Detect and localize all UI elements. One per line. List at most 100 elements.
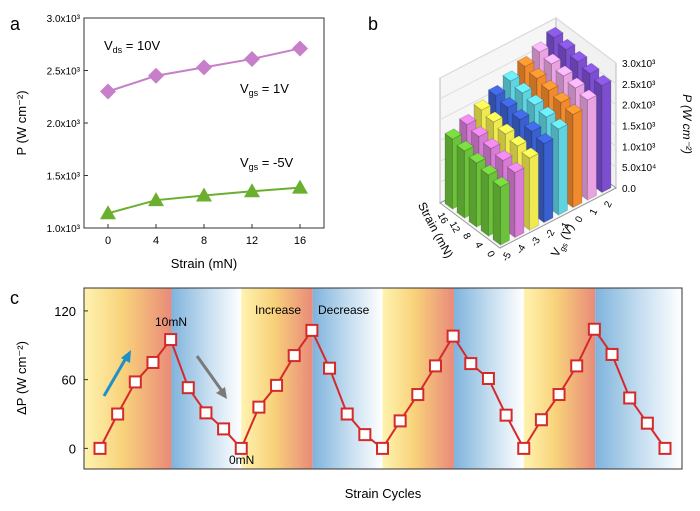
panel-letter-b: b <box>368 14 378 34</box>
strain-tick-label: 8 <box>460 231 473 241</box>
bar-top <box>468 152 487 164</box>
bar-top <box>509 135 528 147</box>
y-tick-label-a: 1.5x10³ <box>47 172 81 183</box>
bar-face-right <box>557 123 568 216</box>
diamond-marker <box>196 59 212 76</box>
bar-top <box>502 70 521 82</box>
square-marker <box>340 407 354 421</box>
y-axis-label-a: P (W cm⁻²) <box>14 90 29 155</box>
triangle-marker <box>148 192 164 207</box>
vds-annotation: Vds = 10V <box>104 38 160 55</box>
y-tick-label-a: 2.5x10³ <box>47 67 81 78</box>
bar-top <box>538 106 557 118</box>
bar-face-right <box>528 152 539 231</box>
strain-tick-label: 0 <box>484 249 497 259</box>
bar-top <box>480 164 499 176</box>
y-tick-label-a: 2.0x10³ <box>47 119 81 130</box>
square-marker <box>658 441 672 455</box>
zero-annotation: 0mN <box>229 453 254 467</box>
z-tick-label: 2.0x10³ <box>622 101 656 112</box>
square-marker <box>464 357 478 371</box>
vgs-tick-label: -5 <box>500 250 514 263</box>
square-marker <box>252 400 266 414</box>
panel-letter-c: c <box>10 288 19 308</box>
bar-top <box>528 67 547 80</box>
x-tick-label-a: 8 <box>201 235 207 247</box>
x-tick-label-a: 4 <box>153 235 159 247</box>
z-tick-label: 5.0x10⁴ <box>622 163 656 174</box>
bar-top <box>569 50 588 63</box>
bar-top <box>487 84 506 97</box>
vgs-minus5v-annotation: Vgs = -5V <box>240 155 294 172</box>
z-tick-label: 2.5x10³ <box>622 80 656 91</box>
bar-top <box>557 38 576 51</box>
square-marker <box>393 414 407 428</box>
z-axis-label-b: P (W cm⁻²) <box>680 94 694 154</box>
bar-top <box>593 74 612 87</box>
panel-letter-a: a <box>10 14 21 34</box>
bar-face-left <box>444 132 453 211</box>
square-marker <box>199 406 213 420</box>
square-marker <box>287 349 301 363</box>
vgs-tick-label: -4 <box>515 243 529 256</box>
square-marker <box>323 361 337 375</box>
z-tick-label: 1.5x10³ <box>622 122 656 133</box>
x-tick-label-a: 16 <box>294 235 306 247</box>
square-marker <box>428 359 442 373</box>
bar-top <box>473 99 492 111</box>
square-marker <box>534 413 548 427</box>
square-marker <box>270 378 284 392</box>
bar-top <box>521 147 540 159</box>
square-marker <box>376 441 389 455</box>
square-marker <box>499 408 513 422</box>
x-tick-label-a: 12 <box>246 235 258 247</box>
diamond-marker <box>100 83 116 100</box>
diamond-marker <box>148 67 164 84</box>
y-tick-label-a: 1.0x10³ <box>47 224 81 235</box>
bar-face-right <box>499 181 510 246</box>
bar-top <box>581 62 600 75</box>
bar-top <box>545 26 564 39</box>
triangle-marker <box>100 205 116 220</box>
vgs-tick-label: -3 <box>529 235 543 248</box>
bar-face-right <box>586 94 597 201</box>
square-marker <box>146 355 160 369</box>
bar-top <box>444 128 463 140</box>
trend-arrows <box>102 350 227 399</box>
x-axis-label-c: Strain Cycles <box>345 486 422 501</box>
bar-top <box>492 176 511 188</box>
bar-top <box>458 113 477 126</box>
bar-face-right <box>514 167 525 239</box>
square-marker <box>164 333 178 347</box>
bar-top <box>540 79 559 92</box>
peak-annotation: 10mN <box>155 315 187 329</box>
bar-top <box>543 53 562 65</box>
bar-face-left <box>468 156 477 229</box>
bar-top <box>564 103 583 116</box>
increase-band <box>382 288 454 469</box>
diamond-marker <box>292 40 308 57</box>
triangle-marker <box>196 187 212 202</box>
bar-top <box>506 161 525 174</box>
bar-top <box>514 82 533 94</box>
bar-top <box>579 89 598 101</box>
bar-top <box>526 94 545 106</box>
square-marker <box>446 329 460 343</box>
z-tick-label: 1.0x10³ <box>622 142 656 153</box>
y-tick-label-c: 60 <box>62 373 76 388</box>
decrease-label: Decrease <box>318 303 370 317</box>
plot-frame-c <box>83 287 683 470</box>
decrease-arrow <box>195 355 224 392</box>
decrease-band <box>595 288 682 469</box>
z-tick-label: 0.0 <box>622 184 636 195</box>
square-marker <box>93 441 107 455</box>
vgs-tick-label: 0 <box>573 214 586 224</box>
increase-arrowhead <box>121 350 131 363</box>
square-marker <box>411 388 425 402</box>
bar-top <box>523 120 542 133</box>
x-axis-label-a: Strain (mN) <box>171 256 237 271</box>
square-marker <box>111 407 125 421</box>
bar-top <box>567 77 586 89</box>
bar-top <box>497 123 516 135</box>
